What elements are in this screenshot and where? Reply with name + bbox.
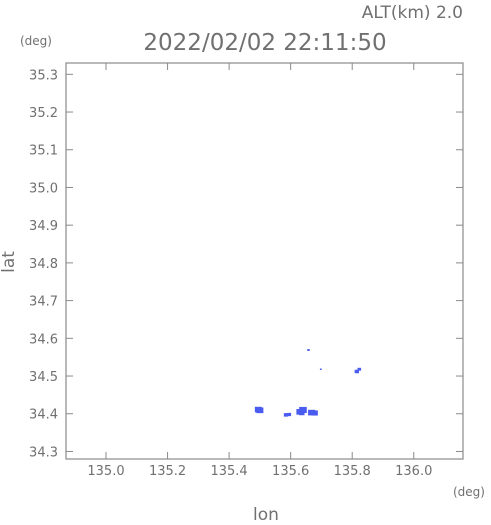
x-axis-label: lon (253, 505, 279, 521)
y-tick-label: 34.8 (29, 257, 58, 272)
data-point (298, 410, 305, 416)
timestamp-title: 2022/02/02 22:11:50 (143, 30, 386, 56)
y-tick-label: 34.6 (29, 332, 58, 347)
x-tick-label: 135.6 (272, 464, 309, 479)
y-tick-label: 34.4 (29, 408, 58, 423)
y-tick-label: 35.3 (29, 68, 58, 83)
x-tick-label: 135.2 (149, 464, 186, 479)
y-tick-label: 34.9 (29, 219, 58, 234)
x-tick-label: 135.8 (334, 464, 371, 479)
y-tick-label: 35.2 (29, 106, 58, 121)
data-point (319, 368, 322, 370)
y-tick-label: 34.7 (29, 295, 58, 310)
x-tick-label: 135.4 (210, 464, 247, 479)
y-tick-label: 35.0 (29, 181, 58, 196)
data-point (354, 369, 360, 374)
altitude-label: ALT(km) 2.0 (362, 3, 463, 23)
data-point (307, 349, 310, 351)
x-tick-label: 135.0 (87, 464, 124, 479)
y-tick-label: 34.3 (29, 445, 58, 460)
plot-area-frame (65, 62, 464, 460)
data-point (256, 407, 264, 414)
x-tick-label: 136.0 (395, 464, 432, 479)
axis-ticks: 135.0 135.2 135.4 135.6 135.8 136.0 34.3 34.4 34… (29, 63, 463, 479)
data-point (299, 406, 307, 414)
y-axis-label: lat (0, 251, 19, 273)
data-points (254, 349, 362, 417)
x-axis-unit: (deg) (453, 485, 485, 499)
data-point (287, 412, 292, 417)
y-axis-unit: (deg) (20, 34, 52, 48)
data-point (357, 367, 362, 371)
data-point (283, 413, 289, 417)
data-point (311, 410, 318, 416)
y-tick-label: 35.1 (29, 144, 58, 159)
y-tick-label: 34.5 (29, 370, 58, 385)
